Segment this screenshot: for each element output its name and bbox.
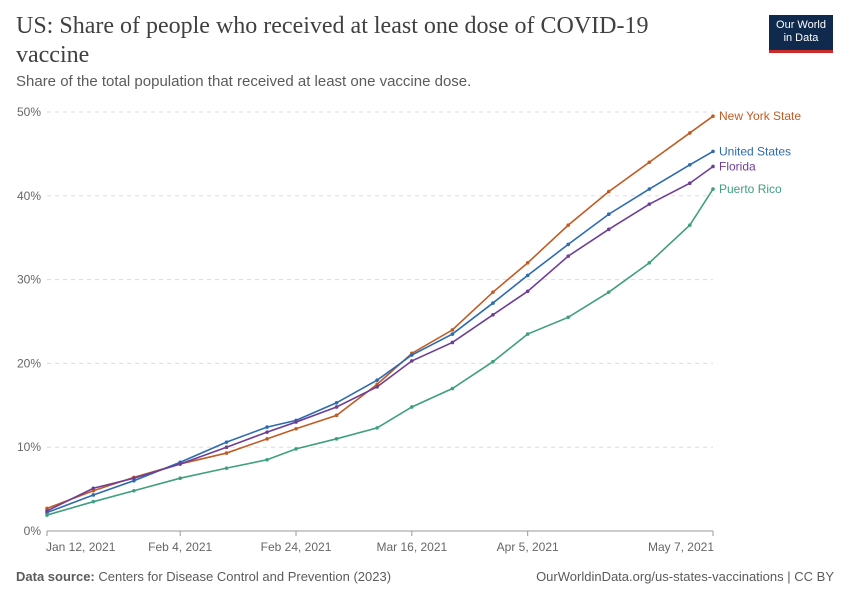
data-point (450, 328, 455, 332)
data-point (606, 212, 611, 217)
y-tick-label: 30% (17, 273, 41, 287)
license-text: | CC BY (787, 569, 834, 584)
data-point (375, 385, 379, 389)
data-source-label: Data source: (16, 569, 95, 584)
chart-title: US: Share of people who received at leas… (16, 13, 649, 68)
data-point (688, 223, 692, 227)
data-point (525, 273, 530, 278)
data-point (711, 114, 715, 118)
x-tick-label: Apr 5, 2021 (497, 540, 559, 554)
data-point (265, 457, 269, 462)
data-point (711, 187, 715, 191)
data-point (688, 181, 692, 186)
data-point (45, 509, 49, 513)
data-point (375, 378, 379, 382)
y-tick-label: 0% (24, 524, 42, 538)
data-point (491, 359, 495, 364)
data-point (410, 405, 414, 409)
series-line (46, 150, 714, 514)
series-label: Florida (719, 159, 756, 173)
series-line (46, 115, 714, 510)
footer-attribution: OurWorldinData.org/us-states-vaccination… (536, 569, 834, 584)
data-point (491, 301, 495, 305)
series-line (46, 188, 714, 516)
series-label: Puerto Rico (719, 182, 782, 196)
data-point (525, 289, 530, 294)
data-point (132, 476, 136, 481)
data-point (334, 405, 339, 409)
data-source-text: Centers for Disease Control and Preventi… (98, 569, 392, 584)
data-point (606, 290, 611, 294)
data-point (45, 513, 49, 517)
data-point (566, 223, 571, 227)
data-point (711, 149, 715, 154)
x-tick-label: Feb 4, 2021 (148, 540, 212, 554)
data-point (688, 131, 692, 135)
source-link[interactable]: OurWorldinData.org/us-states-vaccination… (536, 569, 784, 584)
data-point (45, 506, 49, 511)
data-point (491, 290, 495, 294)
data-point (647, 261, 652, 265)
data-point (132, 488, 136, 493)
data-point (91, 499, 96, 504)
series-label: United States (719, 144, 791, 158)
data-point (450, 332, 455, 336)
data-point (566, 254, 571, 258)
data-point (647, 202, 652, 206)
y-tick-label: 20% (17, 356, 41, 370)
data-source: Data source: Centers for Disease Control… (16, 569, 391, 584)
data-point (334, 437, 339, 441)
data-point (91, 486, 96, 491)
y-tick-label: 50% (17, 105, 41, 119)
data-point (224, 440, 229, 444)
x-tick-label: Feb 24, 2021 (261, 540, 332, 554)
data-point (450, 340, 455, 345)
data-point (91, 488, 96, 493)
data-point (265, 425, 269, 429)
data-point (711, 164, 715, 169)
data-point (647, 160, 652, 165)
series-label: New York State (719, 109, 801, 123)
y-tick-label: 10% (17, 440, 41, 454)
logo-line-2: in Data (783, 32, 819, 44)
data-point (334, 413, 339, 418)
data-point (688, 162, 692, 167)
data-point (178, 476, 182, 481)
data-point (224, 466, 229, 470)
y-tick-label: 40% (17, 189, 41, 203)
data-point (334, 400, 339, 405)
x-tick-label: May 7, 2021 (648, 540, 714, 554)
data-point (450, 386, 455, 391)
owid-logo[interactable]: Our World in Data (769, 15, 833, 53)
data-point (491, 312, 495, 317)
data-point (566, 242, 571, 247)
data-point (265, 437, 269, 441)
data-point (224, 451, 229, 455)
data-point (294, 426, 298, 431)
data-point (132, 478, 136, 483)
data-point (375, 426, 379, 430)
logo-line-1: Our World (776, 19, 826, 31)
data-point (294, 420, 298, 424)
x-tick-label: Mar 16, 2021 (376, 540, 447, 554)
data-point (566, 315, 571, 320)
chart-subtitle: Share of the total population that recei… (16, 73, 472, 90)
data-point (224, 445, 229, 450)
data-point (294, 447, 298, 451)
data-point (178, 462, 182, 466)
data-point (410, 353, 414, 357)
x-tick-label: Jan 12, 2021 (46, 540, 116, 554)
series-line (46, 165, 714, 512)
data-point (265, 430, 269, 434)
data-point (647, 187, 652, 191)
data-point (91, 493, 96, 497)
data-point (525, 332, 530, 336)
data-point (410, 359, 414, 363)
data-point (606, 189, 611, 194)
data-point (606, 227, 611, 232)
data-point (525, 261, 530, 265)
